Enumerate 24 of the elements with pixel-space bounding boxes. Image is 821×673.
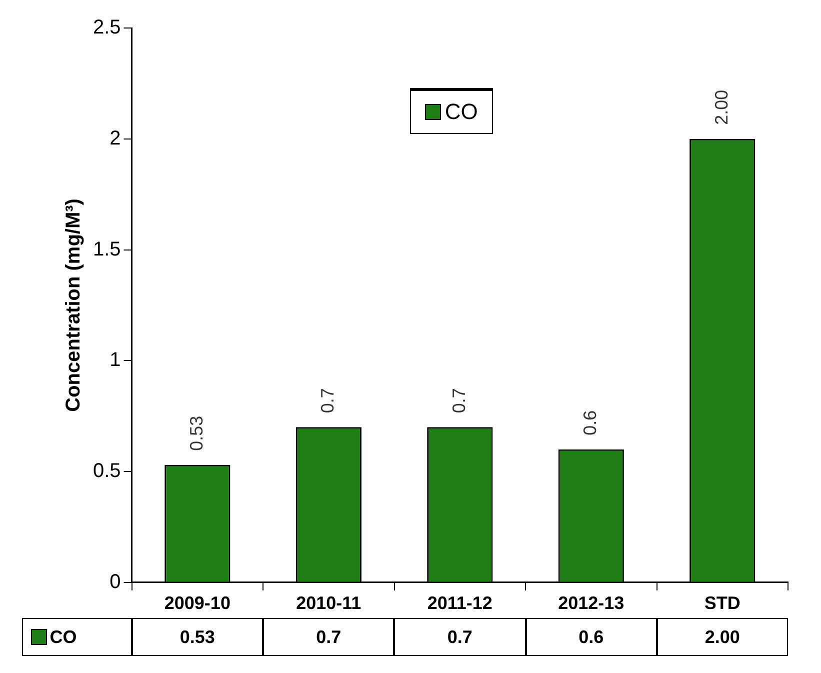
y-tick-label: 0.5 (92, 460, 121, 482)
data-label: 0.6 (526, 618, 657, 656)
x-tick-label: 2011-12 (427, 593, 492, 614)
data-label: 2.00 (656, 618, 788, 656)
y-axis-title: Concentration (mg/M³) (62, 198, 85, 412)
x-tick-label: 2012-13 (558, 593, 624, 614)
text: 0.7 (448, 388, 469, 414)
text: 0.53 (186, 416, 206, 451)
y-tick-label: 0 (110, 570, 121, 593)
text: 0.6 (580, 410, 600, 436)
text: 2.00 (711, 90, 732, 125)
legend-label: CO (444, 99, 478, 125)
data-label: 0.7 (263, 618, 394, 656)
x-tick-label: 2009-10 (164, 593, 230, 614)
y-tick-label: 1 (110, 349, 121, 372)
text: CO (50, 626, 77, 646)
y-tick-label: 2 (110, 127, 121, 150)
x-tick-label: 2010-11 (296, 593, 362, 614)
y-tick-label: 1.5 (92, 238, 121, 260)
y-tick-label: 2.5 (92, 16, 121, 39)
data-label: 0.53 (132, 618, 264, 656)
x-tick-label: STD (704, 593, 740, 614)
text: 0.7 (318, 388, 338, 414)
data-label: 0.7 (394, 618, 526, 656)
